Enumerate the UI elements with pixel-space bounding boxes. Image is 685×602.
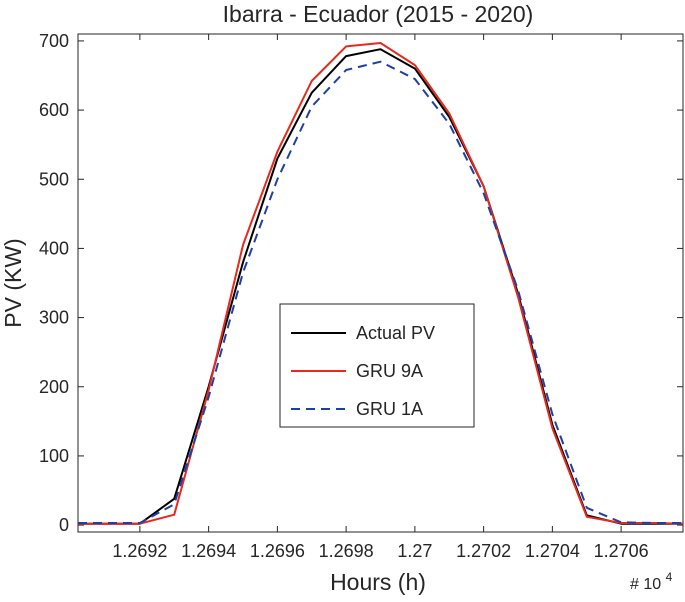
x-tick-label: 1.2696	[250, 541, 305, 561]
y-tick-label: 200	[39, 377, 69, 397]
y-tick-label: 400	[39, 238, 69, 258]
x-tick-label: 1.2698	[319, 541, 374, 561]
x-tick-label: 1.2704	[525, 541, 580, 561]
y-axis-label: PV (KW)	[0, 238, 26, 327]
x-exponent-label: # 10 4	[630, 570, 673, 593]
axis-ticks: 1.2692 1.2694 1.2696 1.2698 1.27 1.2702 1.2704…	[39, 31, 683, 561]
y-tick-label: 700	[39, 31, 69, 51]
x-axis-label: Hours (h)	[330, 569, 426, 595]
x-tick-label: 1.2702	[456, 541, 511, 561]
series-line-gru-9a	[78, 42, 684, 525]
legend-entries: Actual PV GRU 9A GRU 1A	[291, 323, 435, 419]
x-tick-label: 1.27	[397, 541, 432, 561]
legend-box	[279, 303, 475, 428]
x-tick-label: 1.2706	[594, 541, 649, 561]
y-tick-label: 600	[39, 100, 69, 120]
legend-label: GRU 1A	[356, 399, 423, 419]
y-tick-label: 300	[39, 308, 69, 328]
plot-area	[77, 33, 684, 533]
series-line-gru-1a	[78, 60, 683, 524]
x-tick-label: 1.2694	[181, 541, 236, 561]
legend-label: Actual PV	[356, 323, 435, 343]
legend-label: GRU 9A	[356, 361, 423, 381]
chart-title: Ibarra - Ecuador (2015 - 2020)	[223, 1, 534, 27]
y-tick-label: 0	[59, 515, 69, 535]
series-lines	[78, 42, 684, 525]
y-tick-label: 100	[39, 446, 69, 466]
x-exponent-power: 4	[666, 570, 673, 584]
x-exponent-base: # 10	[630, 576, 661, 593]
y-tick-label: 500	[39, 169, 69, 189]
legend: Actual PV GRU 9A GRU 1A	[279, 303, 475, 428]
x-tick-label: 1.2692	[112, 541, 167, 561]
